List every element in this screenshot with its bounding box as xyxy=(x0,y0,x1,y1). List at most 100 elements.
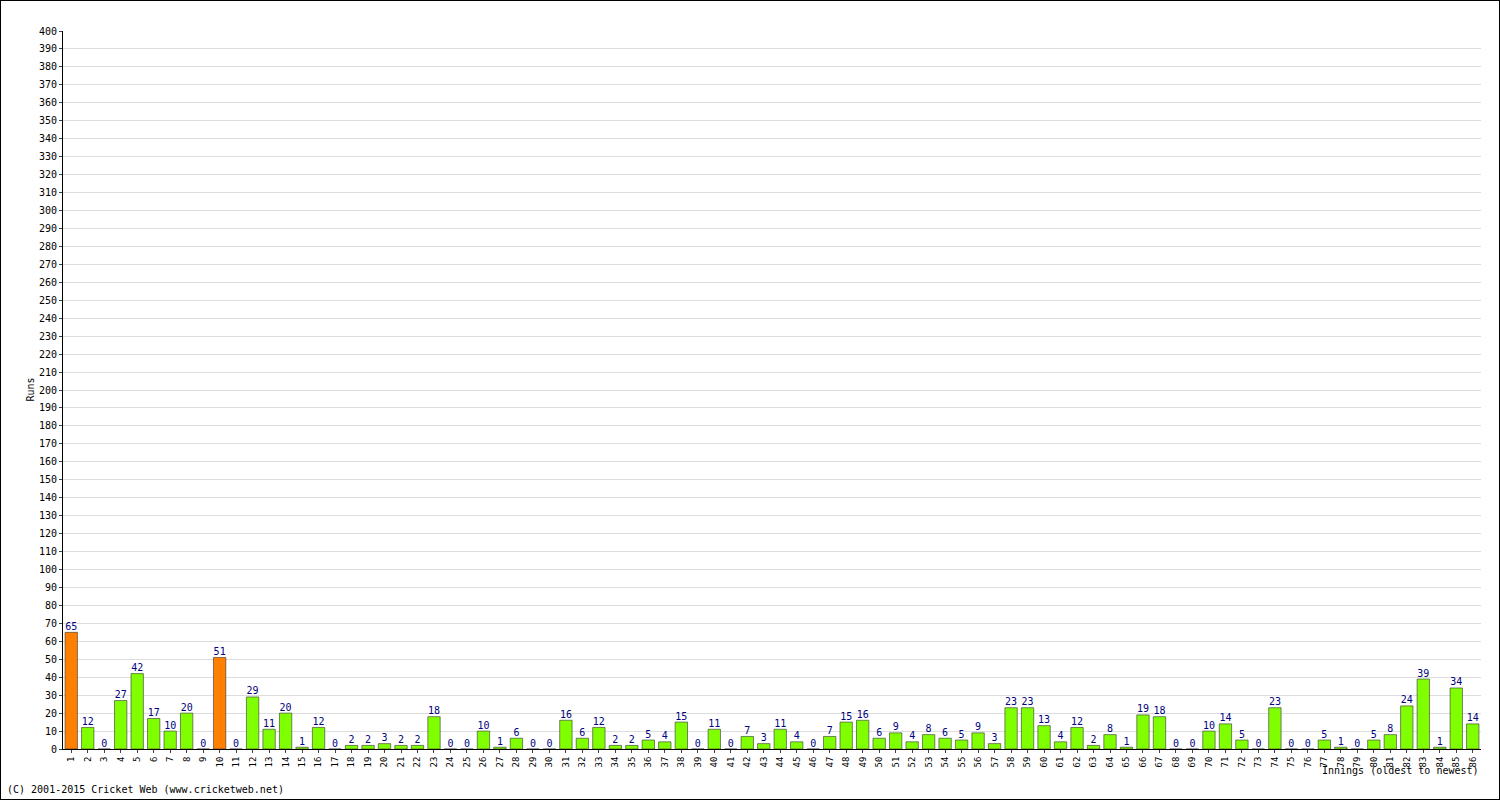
svg-text:8: 8 xyxy=(1107,723,1113,734)
svg-text:160: 160 xyxy=(39,456,57,467)
svg-text:61: 61 xyxy=(1055,757,1065,768)
svg-text:37: 37 xyxy=(660,757,670,768)
svg-text:60: 60 xyxy=(45,636,57,647)
svg-text:18: 18 xyxy=(1153,705,1165,716)
svg-text:15: 15 xyxy=(297,757,307,768)
svg-text:1: 1 xyxy=(1338,736,1344,747)
svg-text:33: 33 xyxy=(594,757,604,768)
svg-text:80: 80 xyxy=(1369,757,1379,768)
svg-text:7: 7 xyxy=(744,725,750,736)
svg-text:70: 70 xyxy=(1204,757,1214,768)
svg-text:51: 51 xyxy=(891,757,901,768)
svg-text:3: 3 xyxy=(761,732,767,743)
svg-text:7: 7 xyxy=(165,757,175,762)
svg-text:2: 2 xyxy=(398,734,404,745)
svg-text:10: 10 xyxy=(477,720,489,731)
svg-text:83: 83 xyxy=(1418,757,1428,768)
svg-text:3: 3 xyxy=(382,732,388,743)
svg-text:20: 20 xyxy=(280,702,292,713)
svg-text:0: 0 xyxy=(233,738,239,749)
svg-text:260: 260 xyxy=(39,277,57,288)
svg-text:63: 63 xyxy=(1088,757,1098,768)
svg-text:0: 0 xyxy=(200,738,206,749)
svg-text:66: 66 xyxy=(1138,757,1148,768)
svg-text:1: 1 xyxy=(299,736,305,747)
svg-text:5: 5 xyxy=(132,757,142,762)
svg-text:2: 2 xyxy=(349,734,355,745)
svg-text:0: 0 xyxy=(332,738,338,749)
svg-text:49: 49 xyxy=(858,757,868,768)
svg-text:23: 23 xyxy=(1269,696,1281,707)
svg-text:300: 300 xyxy=(39,205,57,216)
svg-text:73: 73 xyxy=(1253,757,1263,768)
svg-text:40: 40 xyxy=(709,757,719,768)
svg-text:23: 23 xyxy=(429,757,439,768)
svg-text:31: 31 xyxy=(561,757,571,768)
svg-text:16: 16 xyxy=(857,709,869,720)
svg-text:14: 14 xyxy=(1467,712,1479,723)
svg-text:60: 60 xyxy=(1039,757,1049,768)
svg-text:16: 16 xyxy=(560,709,572,720)
svg-text:6: 6 xyxy=(942,727,948,738)
svg-text:50: 50 xyxy=(45,654,57,665)
svg-text:0: 0 xyxy=(1173,738,1179,749)
svg-text:90: 90 xyxy=(45,582,57,593)
svg-text:74: 74 xyxy=(1270,757,1280,768)
svg-text:59: 59 xyxy=(1022,757,1032,768)
svg-text:3: 3 xyxy=(992,732,998,743)
svg-text:4: 4 xyxy=(1058,730,1064,741)
svg-text:19: 19 xyxy=(1137,703,1149,714)
svg-text:65: 65 xyxy=(1121,757,1131,768)
svg-text:390: 390 xyxy=(39,43,57,54)
svg-text:170: 170 xyxy=(39,438,57,449)
svg-text:47: 47 xyxy=(825,757,835,768)
svg-text:12: 12 xyxy=(1071,716,1083,727)
svg-text:28: 28 xyxy=(511,757,521,768)
svg-text:1: 1 xyxy=(66,757,76,762)
svg-text:15: 15 xyxy=(840,711,852,722)
svg-text:57: 57 xyxy=(990,757,1000,768)
svg-text:58: 58 xyxy=(1006,757,1016,768)
svg-text:7: 7 xyxy=(827,725,833,736)
svg-text:18: 18 xyxy=(428,705,440,716)
svg-text:0: 0 xyxy=(810,738,816,749)
svg-text:4: 4 xyxy=(909,730,915,741)
svg-text:12: 12 xyxy=(248,757,258,768)
svg-text:2: 2 xyxy=(629,734,635,745)
svg-text:2: 2 xyxy=(414,734,420,745)
svg-text:4: 4 xyxy=(116,757,126,762)
svg-text:11: 11 xyxy=(708,718,720,729)
svg-text:39: 39 xyxy=(693,757,703,768)
svg-text:5: 5 xyxy=(1371,729,1377,740)
svg-text:380: 380 xyxy=(39,61,57,72)
svg-text:11: 11 xyxy=(263,718,275,729)
svg-text:110: 110 xyxy=(39,546,57,557)
svg-text:14: 14 xyxy=(281,757,291,768)
svg-text:310: 310 xyxy=(39,187,57,198)
svg-text:30: 30 xyxy=(544,757,554,768)
svg-text:14: 14 xyxy=(1219,712,1231,723)
svg-text:45: 45 xyxy=(792,757,802,768)
svg-text:0: 0 xyxy=(546,738,552,749)
svg-text:120: 120 xyxy=(39,528,57,539)
svg-text:68: 68 xyxy=(1171,757,1181,768)
svg-text:22: 22 xyxy=(412,757,422,768)
svg-text:23: 23 xyxy=(1005,696,1017,707)
svg-text:29: 29 xyxy=(528,757,538,768)
svg-text:5: 5 xyxy=(645,729,651,740)
svg-text:24: 24 xyxy=(1401,694,1413,705)
svg-text:12: 12 xyxy=(593,716,605,727)
svg-text:200: 200 xyxy=(39,385,57,396)
svg-text:56: 56 xyxy=(973,757,983,768)
svg-text:0: 0 xyxy=(1189,738,1195,749)
svg-text:30: 30 xyxy=(45,690,57,701)
svg-text:70: 70 xyxy=(45,618,57,629)
svg-text:340: 340 xyxy=(39,133,57,144)
svg-text:29: 29 xyxy=(247,685,259,696)
svg-text:13: 13 xyxy=(1038,714,1050,725)
svg-text:0: 0 xyxy=(51,744,57,755)
svg-text:360: 360 xyxy=(39,97,57,108)
svg-text:8: 8 xyxy=(182,757,192,762)
svg-text:50: 50 xyxy=(874,757,884,768)
svg-text:220: 220 xyxy=(39,349,57,360)
